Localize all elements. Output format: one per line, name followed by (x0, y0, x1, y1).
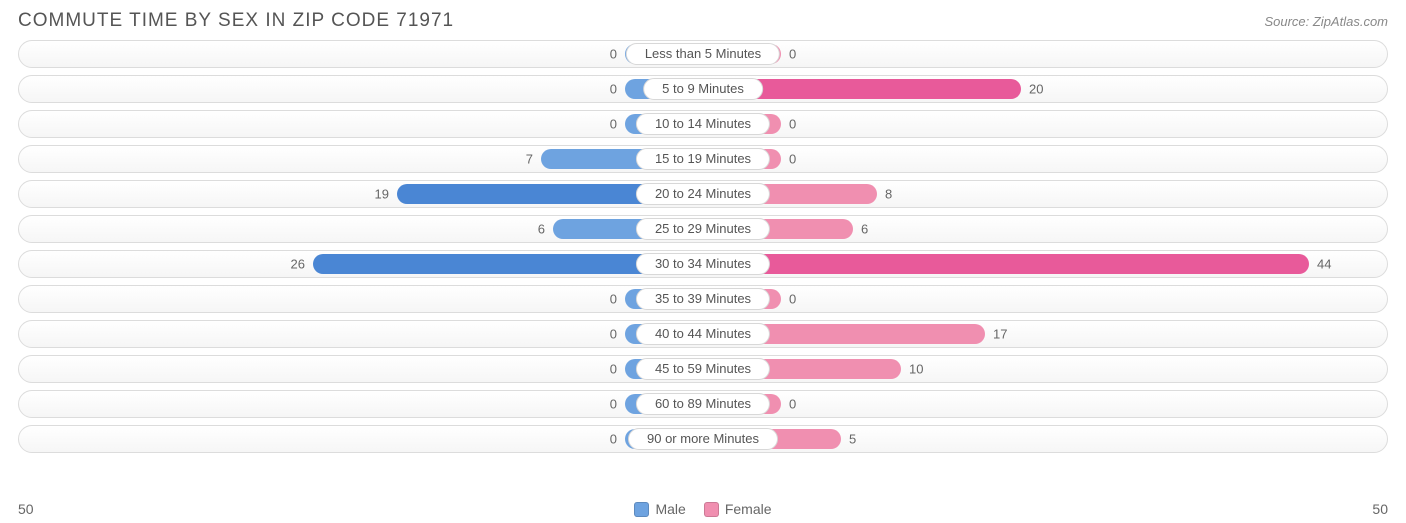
legend-item-male: Male (634, 501, 685, 517)
row-track: 10 to 14 Minutes 0 0 (18, 110, 1388, 138)
row-category-label: 5 to 9 Minutes (643, 78, 763, 100)
row-category-label: 20 to 24 Minutes (636, 183, 770, 205)
value-female: 0 (789, 117, 796, 132)
row-track: Less than 5 Minutes 0 0 (18, 40, 1388, 68)
row-category-label: 30 to 34 Minutes (636, 253, 770, 275)
row-category-label: Less than 5 Minutes (626, 43, 780, 65)
value-female: 0 (789, 292, 796, 307)
axis-left-max: 50 (18, 501, 34, 517)
value-female: 17 (993, 327, 1007, 342)
swatch-male (634, 502, 649, 517)
row-track: 90 or more Minutes 0 5 (18, 425, 1388, 453)
row-category-label: 40 to 44 Minutes (636, 323, 770, 345)
value-male: 0 (610, 397, 617, 412)
source-attribution: Source: ZipAtlas.com (1264, 14, 1388, 29)
row-track: 15 to 19 Minutes 7 0 (18, 145, 1388, 173)
value-male: 0 (610, 327, 617, 342)
row-category-label: 60 to 89 Minutes (636, 393, 770, 415)
value-male: 0 (610, 292, 617, 307)
value-male: 0 (610, 47, 617, 62)
row-track: 5 to 9 Minutes 0 20 (18, 75, 1388, 103)
legend-label-female: Female (725, 501, 772, 517)
value-male: 7 (526, 152, 533, 167)
swatch-female (704, 502, 719, 517)
value-male: 26 (291, 257, 305, 272)
chart-container: COMMUTE TIME BY SEX IN ZIP CODE 71971 So… (0, 0, 1406, 523)
title-bar: COMMUTE TIME BY SEX IN ZIP CODE 71971 So… (0, 0, 1406, 38)
row-track: 60 to 89 Minutes 0 0 (18, 390, 1388, 418)
legend-label-male: Male (655, 501, 685, 517)
row-category-label: 10 to 14 Minutes (636, 113, 770, 135)
value-male: 0 (610, 432, 617, 447)
bar-female (703, 254, 1309, 274)
value-male: 19 (375, 187, 389, 202)
row-track: 45 to 59 Minutes 0 10 (18, 355, 1388, 383)
row-track: 30 to 34 Minutes 26 44 (18, 250, 1388, 278)
value-female: 0 (789, 152, 796, 167)
value-female: 44 (1317, 257, 1331, 272)
row-category-label: 25 to 29 Minutes (636, 218, 770, 240)
value-female: 10 (909, 362, 923, 377)
value-female: 6 (861, 222, 868, 237)
value-female: 8 (885, 187, 892, 202)
value-male: 6 (538, 222, 545, 237)
value-female: 0 (789, 47, 796, 62)
row-category-label: 90 or more Minutes (628, 428, 778, 450)
legend: Male Female (634, 501, 771, 517)
row-category-label: 45 to 59 Minutes (636, 358, 770, 380)
row-track: 35 to 39 Minutes 0 0 (18, 285, 1388, 313)
row-category-label: 35 to 39 Minutes (636, 288, 770, 310)
value-male: 0 (610, 82, 617, 97)
axis-right-max: 50 (1372, 501, 1388, 517)
row-category-label: 15 to 19 Minutes (636, 148, 770, 170)
row-track: 40 to 44 Minutes 0 17 (18, 320, 1388, 348)
value-male: 0 (610, 117, 617, 132)
footer: 50 Male Female 50 (0, 501, 1406, 517)
row-track: 20 to 24 Minutes 19 8 (18, 180, 1388, 208)
value-female: 5 (849, 432, 856, 447)
value-female: 20 (1029, 82, 1043, 97)
value-male: 0 (610, 362, 617, 377)
chart-title: COMMUTE TIME BY SEX IN ZIP CODE 71971 (18, 10, 454, 32)
row-track: 25 to 29 Minutes 6 6 (18, 215, 1388, 243)
value-female: 0 (789, 397, 796, 412)
rows-area: Less than 5 Minutes 0 0 5 to 9 Minutes 0 20 10… (0, 38, 1406, 453)
legend-item-female: Female (704, 501, 772, 517)
